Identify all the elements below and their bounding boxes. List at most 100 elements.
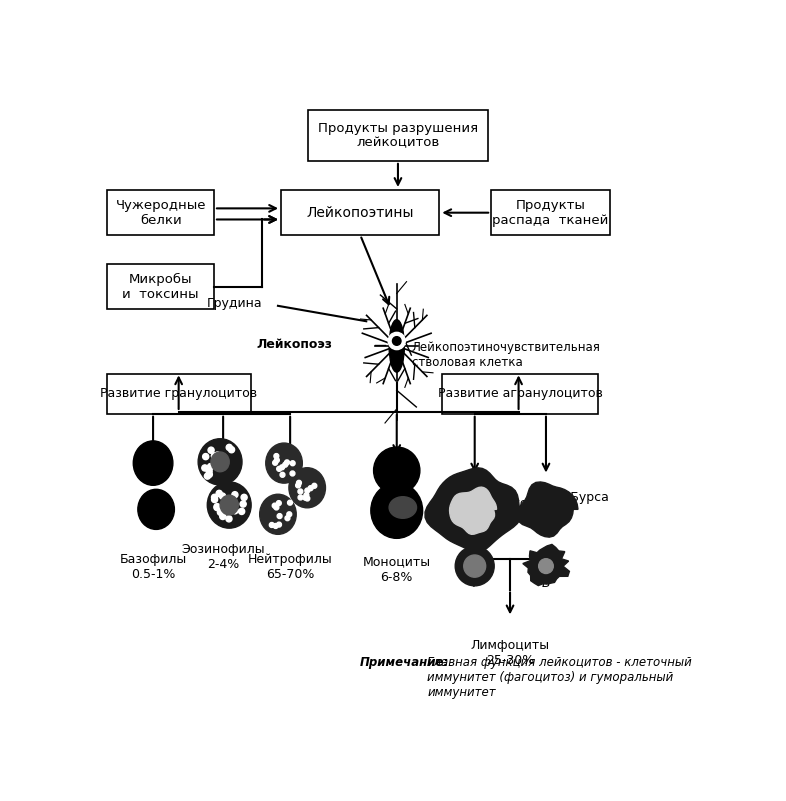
Circle shape <box>226 516 232 522</box>
Circle shape <box>215 452 221 458</box>
Circle shape <box>464 555 486 578</box>
Circle shape <box>287 512 292 517</box>
Circle shape <box>214 457 220 464</box>
Ellipse shape <box>208 482 252 528</box>
Circle shape <box>211 494 218 501</box>
Circle shape <box>214 504 220 509</box>
Circle shape <box>215 453 221 459</box>
Text: Базофилы
0.5-1%: Базофилы 0.5-1% <box>119 553 187 581</box>
Text: Продукты разрушения
лейкоцитов: Продукты разрушения лейкоцитов <box>318 122 479 150</box>
Circle shape <box>455 546 494 586</box>
Circle shape <box>290 471 295 476</box>
Ellipse shape <box>220 495 238 515</box>
Circle shape <box>274 505 279 510</box>
Circle shape <box>208 464 214 469</box>
Polygon shape <box>523 545 569 586</box>
Text: Развитие агранулоцитов: Развитие агранулоцитов <box>438 387 603 400</box>
FancyBboxPatch shape <box>108 191 214 235</box>
Text: В: В <box>542 577 550 590</box>
Ellipse shape <box>389 320 404 372</box>
Circle shape <box>277 466 281 471</box>
Ellipse shape <box>389 497 417 518</box>
Circle shape <box>206 471 212 477</box>
Circle shape <box>206 468 212 474</box>
Ellipse shape <box>289 468 325 508</box>
Circle shape <box>373 447 420 494</box>
FancyBboxPatch shape <box>443 373 597 414</box>
Circle shape <box>305 488 310 493</box>
FancyBboxPatch shape <box>491 191 610 235</box>
Circle shape <box>232 492 238 497</box>
Text: Эозинофилы
2-4%: Эозинофилы 2-4% <box>182 543 265 571</box>
Ellipse shape <box>211 452 230 472</box>
Circle shape <box>283 462 288 467</box>
Text: Моноциты
6-8%: Моноциты 6-8% <box>362 556 431 584</box>
Circle shape <box>277 501 281 505</box>
Circle shape <box>216 490 222 497</box>
Circle shape <box>211 453 218 459</box>
Text: Главная функция лейкоцитов - клеточный
иммунитет (фагоцитоз) и гуморальный
иммун: Главная функция лейкоцитов - клеточный и… <box>428 656 692 699</box>
Circle shape <box>288 500 292 505</box>
Circle shape <box>280 465 285 469</box>
Polygon shape <box>516 482 578 537</box>
Circle shape <box>305 496 310 501</box>
Text: Развитие гранулоцитов: Развитие гранулоцитов <box>101 387 258 400</box>
Circle shape <box>277 513 282 518</box>
Circle shape <box>308 485 313 491</box>
Circle shape <box>270 522 274 527</box>
Text: Грудина: Грудина <box>207 297 263 311</box>
Circle shape <box>232 508 238 513</box>
FancyBboxPatch shape <box>281 191 439 235</box>
FancyBboxPatch shape <box>308 111 488 161</box>
Circle shape <box>298 495 303 500</box>
Circle shape <box>290 461 295 465</box>
Circle shape <box>229 447 234 453</box>
Ellipse shape <box>266 443 303 483</box>
FancyBboxPatch shape <box>108 264 214 309</box>
Circle shape <box>312 483 317 489</box>
Circle shape <box>215 457 221 463</box>
Circle shape <box>285 516 290 521</box>
Circle shape <box>239 509 244 514</box>
Circle shape <box>219 493 226 499</box>
Ellipse shape <box>134 441 173 485</box>
Circle shape <box>298 489 303 494</box>
Circle shape <box>303 495 308 500</box>
Text: Лейкопоэтины: Лейкопоэтины <box>307 206 414 219</box>
Circle shape <box>204 473 211 479</box>
Ellipse shape <box>371 483 423 538</box>
Circle shape <box>273 461 277 465</box>
Circle shape <box>304 493 309 497</box>
Circle shape <box>388 332 406 349</box>
Circle shape <box>274 457 279 463</box>
Circle shape <box>241 494 247 501</box>
Text: Примечание:: Примечание: <box>360 656 450 669</box>
Circle shape <box>208 447 214 453</box>
Ellipse shape <box>198 439 242 485</box>
Circle shape <box>296 483 300 488</box>
Circle shape <box>240 501 246 507</box>
Text: | Бурса: | Бурса <box>563 490 609 504</box>
Polygon shape <box>450 487 497 534</box>
Circle shape <box>274 453 279 458</box>
Circle shape <box>538 559 553 574</box>
Circle shape <box>220 513 226 520</box>
Circle shape <box>272 503 277 508</box>
Text: Нейтрофилы
65-70%: Нейтрофилы 65-70% <box>248 553 332 581</box>
Circle shape <box>274 524 278 529</box>
Circle shape <box>202 465 208 471</box>
FancyBboxPatch shape <box>108 373 251 414</box>
Circle shape <box>296 481 301 485</box>
Text: Тимус: Тимус <box>487 497 527 509</box>
Ellipse shape <box>138 489 174 529</box>
Circle shape <box>203 453 209 460</box>
Text: Лимфоциты
25-30%: Лимфоциты 25-30% <box>471 639 549 667</box>
Circle shape <box>280 473 285 477</box>
Text: Продукты
распада  тканей: Продукты распада тканей <box>492 199 608 227</box>
Circle shape <box>226 445 233 450</box>
Text: Микробы
и  токсины: Микробы и токсины <box>123 272 199 300</box>
Circle shape <box>214 505 220 510</box>
Text: Чужеродные
белки: Чужеродные белки <box>116 199 206 227</box>
Text: Лейкопоэтиночувствительная
стволовая клетка: Лейкопоэтиночувствительная стволовая кле… <box>412 341 601 369</box>
Polygon shape <box>425 468 523 552</box>
